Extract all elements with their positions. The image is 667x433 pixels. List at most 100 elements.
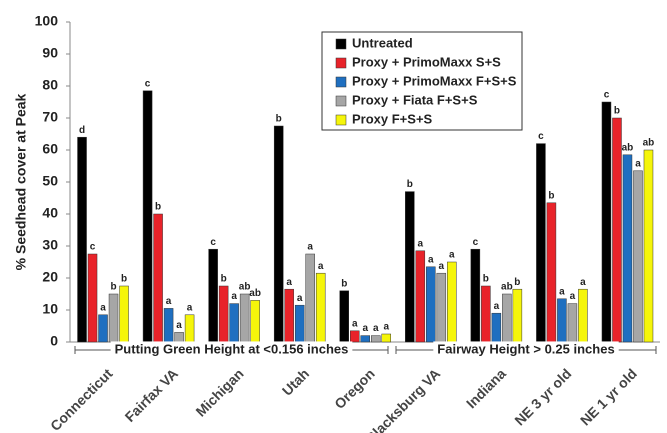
- x-tick-label: Oregon: [331, 365, 378, 412]
- significance-letter: a: [635, 158, 641, 169]
- group-label-bg: [433, 341, 619, 357]
- y-tick-label: 70: [42, 109, 58, 125]
- legend-label: Proxy + PrimoMaxx S+S: [352, 54, 501, 69]
- significance-letter: a: [373, 323, 379, 334]
- significance-letter: ab: [643, 138, 655, 149]
- significance-letter: a: [100, 302, 106, 313]
- legend-label: Untreated: [352, 35, 413, 50]
- bar: [512, 288, 523, 343]
- bar: [350, 330, 360, 343]
- significance-letter: a: [580, 277, 586, 288]
- legend-swatch: [335, 95, 347, 107]
- significance-letter: a: [559, 286, 565, 297]
- significance-letter: b: [514, 277, 520, 288]
- bar: [633, 170, 643, 343]
- significance-letter: b: [155, 202, 161, 213]
- significance-letter: a: [166, 296, 172, 307]
- bar: [284, 288, 294, 343]
- y-tick-label: 10: [42, 301, 58, 317]
- bar: [315, 272, 326, 343]
- significance-letter: ab: [239, 282, 251, 293]
- bar: [108, 293, 119, 343]
- significance-letter: ab: [501, 282, 513, 293]
- significance-letter: b: [110, 282, 116, 293]
- significance-letter: b: [221, 274, 227, 285]
- bar: [381, 333, 391, 343]
- legend-label: Proxy F+S+S: [352, 111, 433, 126]
- group-label: Putting Green Height at <0.156 inches: [115, 341, 349, 356]
- legend-swatch: [335, 76, 347, 88]
- y-tick-label: 30: [42, 237, 58, 253]
- significance-letter: c: [473, 237, 479, 248]
- bar: [491, 312, 502, 343]
- significance-letter: a: [570, 291, 576, 302]
- y-tick-label: 20: [42, 269, 58, 285]
- bar: [142, 90, 153, 343]
- y-tick-label: 60: [42, 141, 58, 157]
- bar: [578, 288, 588, 343]
- y-tick-label: 80: [42, 77, 58, 93]
- bar: [87, 253, 98, 343]
- significance-letter: c: [604, 90, 610, 101]
- x-tick-label: Utah: [279, 365, 312, 398]
- bar: [557, 298, 567, 343]
- bar: [339, 290, 349, 343]
- significance-letter: a: [352, 318, 358, 329]
- significance-letter: a: [297, 293, 303, 304]
- bar: [294, 304, 305, 343]
- bar: [481, 285, 491, 343]
- significance-letter: b: [121, 274, 127, 285]
- significance-letter: b: [548, 190, 554, 201]
- y-tick-label: 40: [42, 205, 58, 221]
- bar: [153, 213, 163, 343]
- legend-label: Proxy + PrimoMaxx F+S+S: [352, 73, 517, 88]
- y-tick-label: 90: [42, 45, 58, 61]
- significance-letter: c: [90, 242, 96, 253]
- bar: [208, 248, 218, 343]
- legend-swatch: [335, 57, 347, 69]
- y-tick-label: 50: [42, 173, 58, 189]
- y-axis-label: % Seedhead cover at Peak: [13, 93, 29, 270]
- bar: [643, 149, 654, 343]
- significance-letter: a: [307, 242, 313, 253]
- bar: [305, 253, 315, 343]
- significance-letter: a: [383, 322, 389, 333]
- significance-letter: b: [341, 278, 347, 289]
- significance-letter: b: [483, 274, 489, 285]
- significance-letter: a: [286, 277, 292, 288]
- bar: [371, 335, 381, 343]
- bar: [601, 101, 612, 343]
- significance-letter: c: [145, 78, 151, 89]
- significance-letter: a: [176, 320, 182, 331]
- bar: [163, 308, 174, 343]
- bar: [546, 202, 557, 343]
- bar: [567, 303, 578, 343]
- significance-letter: c: [538, 131, 544, 142]
- bar: [436, 272, 447, 343]
- x-tick-label: NE 3 yr old: [511, 365, 574, 428]
- bar: [250, 300, 260, 343]
- bar: [536, 143, 546, 343]
- x-tick-label: Connecticut: [47, 365, 116, 433]
- significance-letter: a: [439, 261, 445, 272]
- x-tick-label: NE 1 yr old: [577, 365, 640, 428]
- bar: [218, 285, 229, 343]
- bar: [360, 335, 370, 343]
- legend-swatch: [335, 114, 347, 126]
- bar: [405, 191, 415, 343]
- bar: [612, 117, 622, 343]
- bar: [426, 266, 436, 343]
- bar: [98, 314, 108, 343]
- bar: [273, 125, 284, 343]
- group-label: Fairway Height > 0.25 inches: [437, 341, 614, 356]
- bar: [502, 293, 512, 343]
- bar: [415, 250, 426, 343]
- x-tick-label: Fairfax VA: [122, 365, 182, 425]
- group-label-bg: [110, 341, 353, 357]
- y-tick-label: 100: [35, 13, 59, 29]
- bar: [119, 285, 129, 343]
- significance-letter: b: [614, 106, 620, 117]
- significance-letter: a: [418, 238, 424, 249]
- x-tick-label: Indiana: [463, 365, 509, 411]
